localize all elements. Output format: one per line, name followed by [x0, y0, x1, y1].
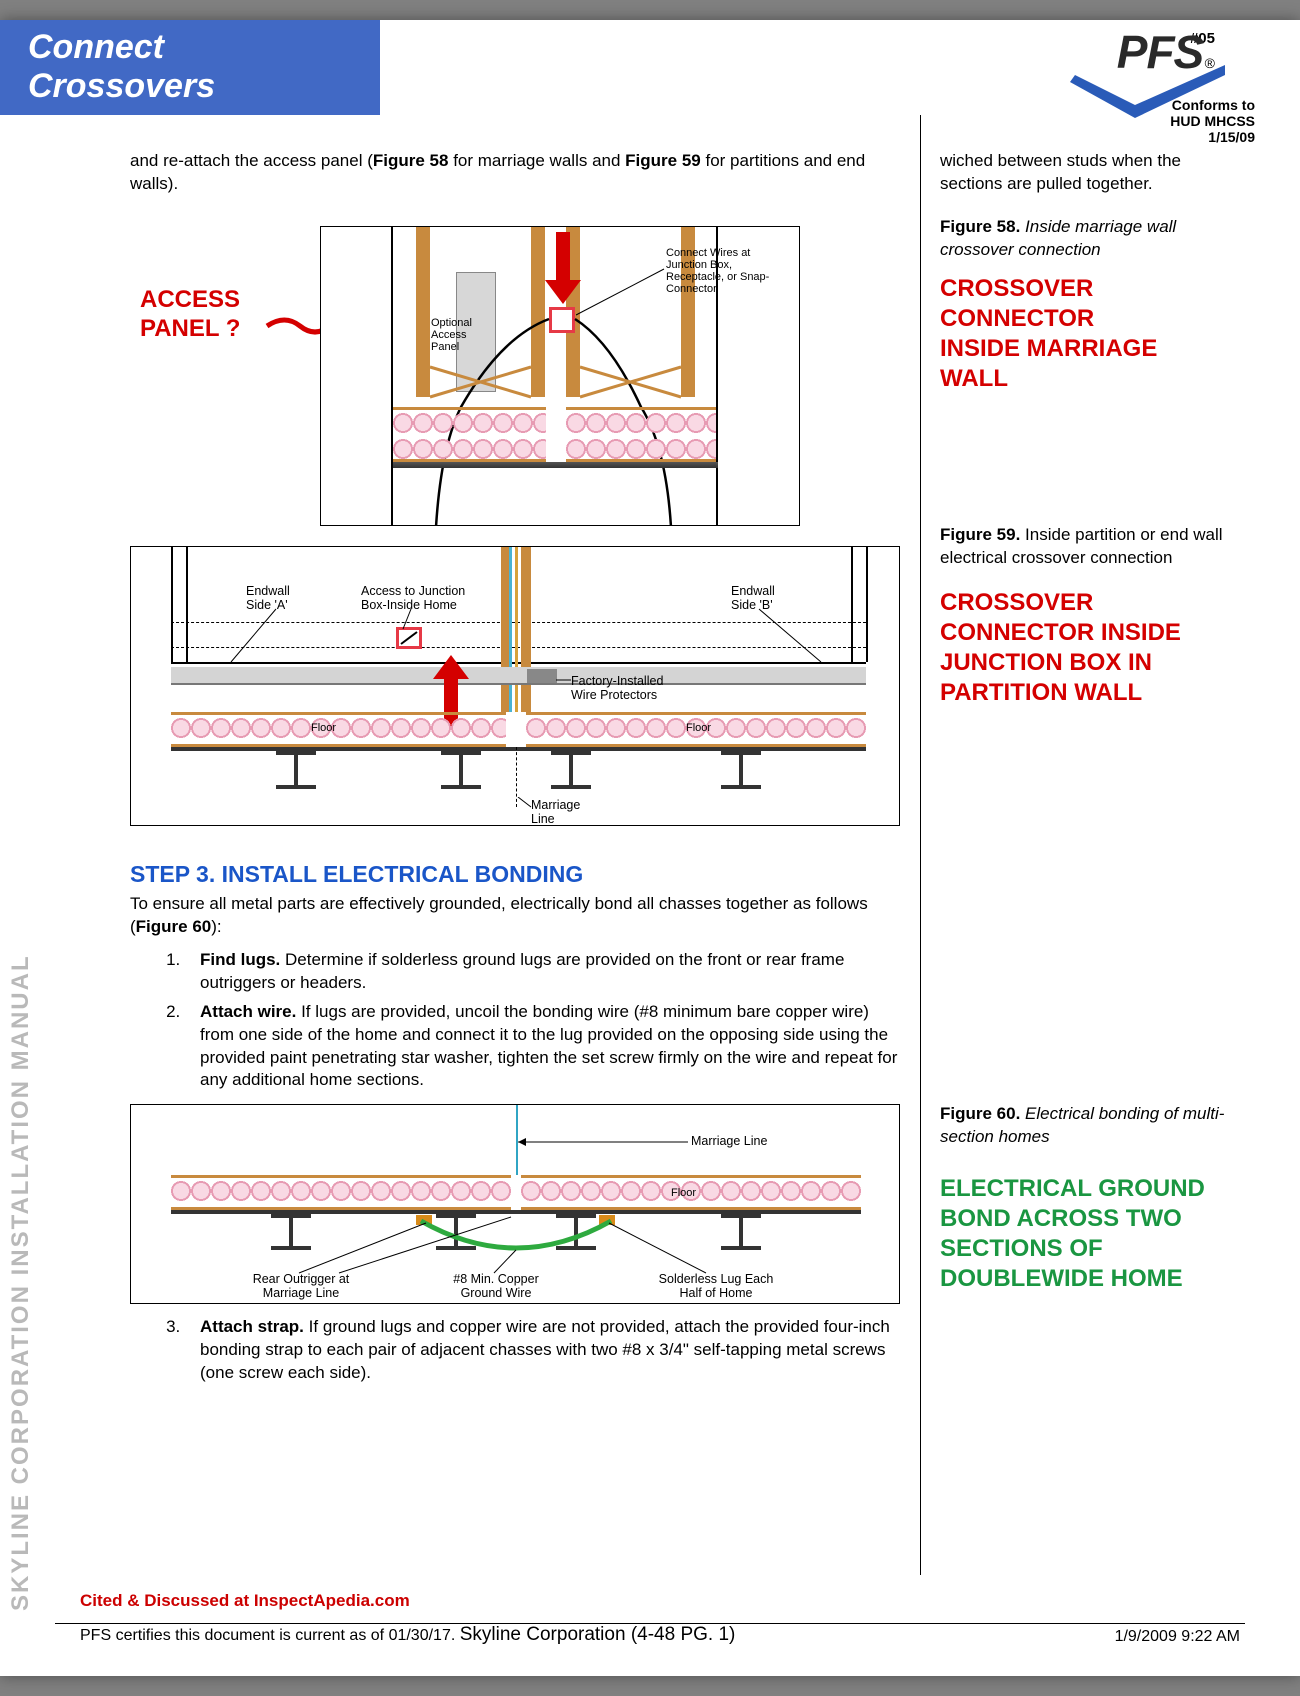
main-content: and re-attach the access panel (Figure 5…	[130, 150, 900, 1391]
fig58-caption: Figure 58. Inside marriage wall crossove…	[940, 216, 1230, 262]
intro-paragraph: and re-attach the access panel (Figure 5…	[130, 150, 900, 196]
pfs-logo-block: PFS #05 ® Conforms to HUD MHCSS 1/15/09	[1060, 25, 1260, 145]
figure-60-diagram: Marriage Line Floor Rear Outrigger at Ma…	[130, 1104, 900, 1304]
step3-heading: STEP 3. INSTALL ELECTRICAL BONDING	[130, 861, 900, 888]
header-banner: Connect Crossovers	[0, 20, 380, 115]
fig59-caption: Figure 59. Inside partition or end wall …	[940, 524, 1230, 570]
lbl-optional-panel: Optional Access Panel	[431, 317, 486, 353]
pfs-brand: PFS	[1060, 25, 1260, 79]
step3-item-1: Find lugs. Determine if solderless groun…	[185, 949, 900, 995]
step3-item-2: Attach wire. If lugs are provided, uncoi…	[185, 1001, 900, 1093]
figure-59-diagram: Endwall Side 'A' Access to Junction Box-…	[130, 546, 900, 826]
sidebar-cont-text: wiched between studs when the sections a…	[940, 150, 1230, 196]
footer-timestamp: 1/9/2009 9:22 AM	[1115, 1628, 1240, 1646]
access-panel-callout: ACCESS PANEL ?	[140, 286, 260, 344]
footer-cert: PFS certifies this document is current a…	[80, 1624, 735, 1646]
header-line2: Crossovers	[28, 67, 380, 106]
figure-58-diagram: Optional Access Panel Connect Wires at J…	[320, 226, 800, 526]
pfs-date: 1/15/09	[1060, 129, 1255, 145]
step3-item-3: Attach strap. If ground lugs and copper …	[185, 1316, 900, 1385]
footer-citation: Cited & Discussed at InspectApedia.com	[80, 1591, 410, 1611]
page: Connect Crossovers PFS #05 ® Conforms to…	[0, 20, 1300, 1676]
fig60-caption: Figure 60. Electrical bonding of multi-s…	[940, 1103, 1230, 1149]
header-line1: Connect	[28, 28, 380, 67]
column-divider	[920, 115, 921, 1575]
sidebar: wiched between studs when the sections a…	[940, 150, 1230, 1294]
lbl-connect-wires: Connect Wires at Junction Box, Receptacl…	[666, 247, 776, 295]
step3-intro: To ensure all metal parts are effectivel…	[130, 893, 900, 939]
side-label: SKYLINE CORPORATION INSTALLATION MANUAL	[7, 954, 35, 1611]
step3-section: STEP 3. INSTALL ELECTRICAL BONDING To en…	[130, 861, 900, 1093]
fig59-red-label: CROSSOVER CONNECTOR INSIDE JUNCTION BOX …	[940, 588, 1230, 708]
fig60-green-label: ELECTRICAL GROUND BOND ACROSS TWO SECTIO…	[940, 1174, 1230, 1294]
fig58-red-label: CROSSOVER CONNECTOR INSIDE MARRIAGE WALL	[940, 274, 1160, 394]
